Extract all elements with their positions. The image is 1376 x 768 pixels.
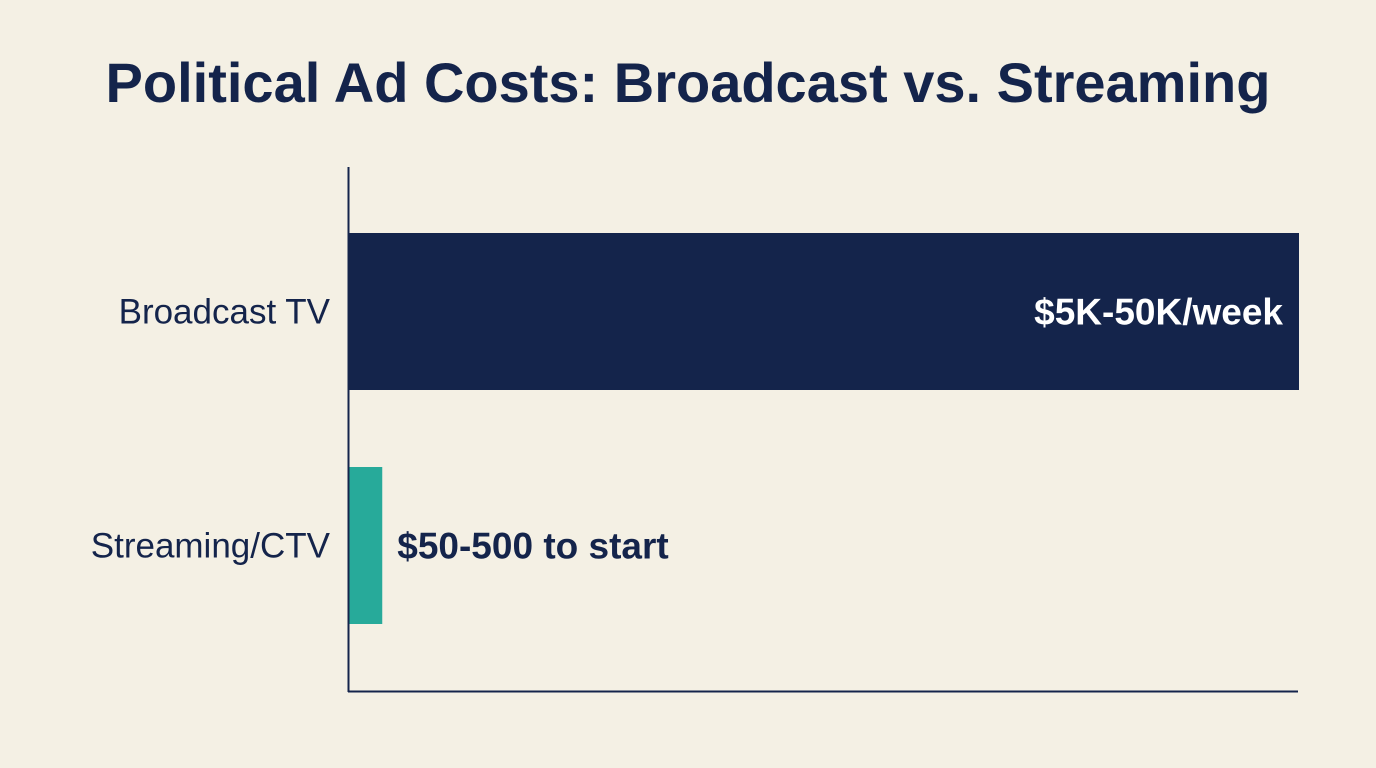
data-label: $5K-50K/week xyxy=(1034,292,1283,333)
category-label: Streaming/CTV xyxy=(91,527,331,566)
category-label: Broadcast TV xyxy=(119,293,331,332)
chart-title: Political Ad Costs: Broadcast vs. Stream… xyxy=(105,51,1271,114)
bar-0 xyxy=(349,233,1299,390)
bar-1 xyxy=(349,467,383,624)
data-label: $50-500 to start xyxy=(397,526,668,567)
